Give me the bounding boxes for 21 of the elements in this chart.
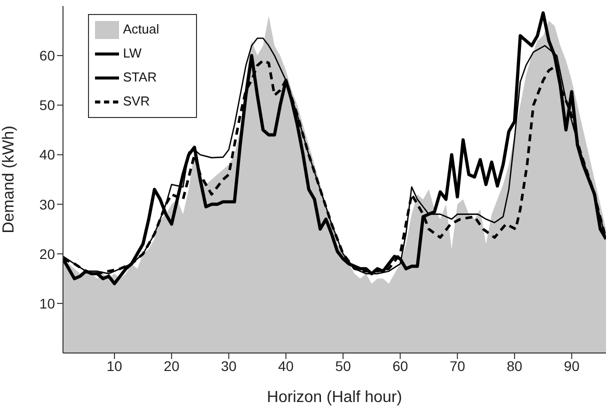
legend-label: LW [123, 45, 142, 60]
x-tick-label: 20 [164, 358, 180, 374]
legend-label: STAR [123, 69, 157, 84]
x-tick-label: 80 [506, 358, 523, 374]
x-tick-label: 90 [564, 358, 580, 374]
y-tick-label: 20 [39, 246, 56, 262]
x-tick-label: 70 [450, 358, 466, 374]
y-axis-title: Demand (kWh) [0, 126, 18, 234]
x-tick-label: 40 [278, 358, 294, 374]
x-tick-label: 10 [106, 358, 122, 374]
y-tick-label: 50 [39, 97, 56, 114]
legend-label: SVR [123, 93, 150, 108]
y-tick-label: 60 [39, 48, 56, 64]
y-tick-label: 40 [39, 146, 56, 163]
x-tick-label: 60 [392, 358, 408, 374]
x-tick-label: 50 [335, 358, 352, 374]
legend-label: Actual [123, 21, 160, 36]
x-tick-label: 30 [220, 358, 237, 374]
y-tick-label: 10 [39, 295, 56, 312]
y-tick-label: 30 [39, 196, 56, 212]
x-axis-title: Horizon (Half hour) [266, 389, 402, 406]
